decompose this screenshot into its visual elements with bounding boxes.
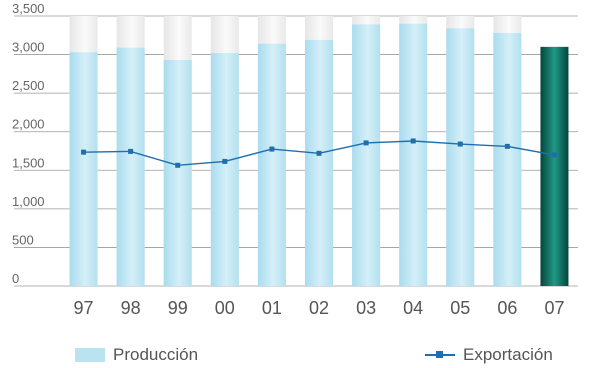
bar-produccion	[399, 23, 428, 286]
x-tick-label: 99	[168, 298, 188, 318]
point-exportacion	[551, 152, 557, 158]
point-exportacion	[222, 158, 228, 164]
x-tick-label: 97	[74, 298, 94, 318]
y-tick-label: 500	[12, 232, 34, 247]
legend-item-produccion: Producción	[75, 344, 198, 366]
bar-produccion	[446, 28, 475, 286]
legend-line-swatch	[425, 348, 455, 362]
bar-produccion	[305, 39, 333, 286]
y-tick-label: 1,500	[12, 155, 45, 170]
bar-layer	[69, 16, 569, 287]
y-tick-label: 2,500	[12, 78, 45, 93]
bar-produccion	[210, 53, 239, 287]
x-tick-label: 02	[309, 298, 329, 318]
y-tick-label: 1,000	[12, 194, 45, 209]
x-tick-label: 01	[262, 298, 282, 318]
x-tick-label: 04	[403, 298, 423, 318]
legend-label-produccion: Producción	[113, 345, 199, 364]
x-tick-label: 06	[497, 298, 517, 318]
point-exportacion	[128, 148, 134, 154]
bar-produccion-highlight	[540, 46, 569, 286]
legend-item-exportacion: Exportación	[425, 344, 553, 366]
point-exportacion	[504, 143, 510, 149]
y-axis-ticks: 0 500 1,000 1,500 2,000 2,500 3,000 3,500	[12, 1, 45, 286]
x-tick-label: 00	[215, 298, 235, 318]
x-axis-ticks: 97 98 99 00 01 02 03 04 05 06 07	[74, 298, 565, 318]
point-exportacion	[363, 140, 369, 146]
y-tick-label: 0	[12, 271, 19, 286]
bar-produccion	[116, 47, 145, 286]
y-tick-label: 2,000	[12, 117, 45, 132]
point-exportacion	[316, 150, 322, 156]
legend-label-exportacion: Exportación	[463, 345, 553, 364]
legend-bar-swatch	[75, 348, 105, 362]
x-tick-label: 07	[544, 298, 564, 318]
y-tick-label: 3,500	[12, 1, 45, 16]
point-exportacion	[175, 162, 181, 168]
bar-produccion	[493, 32, 522, 286]
bar-produccion	[352, 24, 381, 286]
point-exportacion	[457, 141, 463, 147]
point-exportacion	[410, 138, 416, 144]
x-tick-label: 98	[121, 298, 141, 318]
point-exportacion	[269, 146, 275, 152]
x-tick-label: 03	[356, 298, 376, 318]
bar-produccion	[163, 59, 192, 286]
point-exportacion	[81, 149, 87, 155]
bar-produccion	[257, 43, 286, 287]
x-tick-label: 05	[450, 298, 470, 318]
line-layer	[81, 138, 557, 168]
grid-layer	[14, 15, 578, 287]
y-tick-label: 3,000	[12, 40, 45, 55]
bar-produccion	[69, 52, 98, 286]
